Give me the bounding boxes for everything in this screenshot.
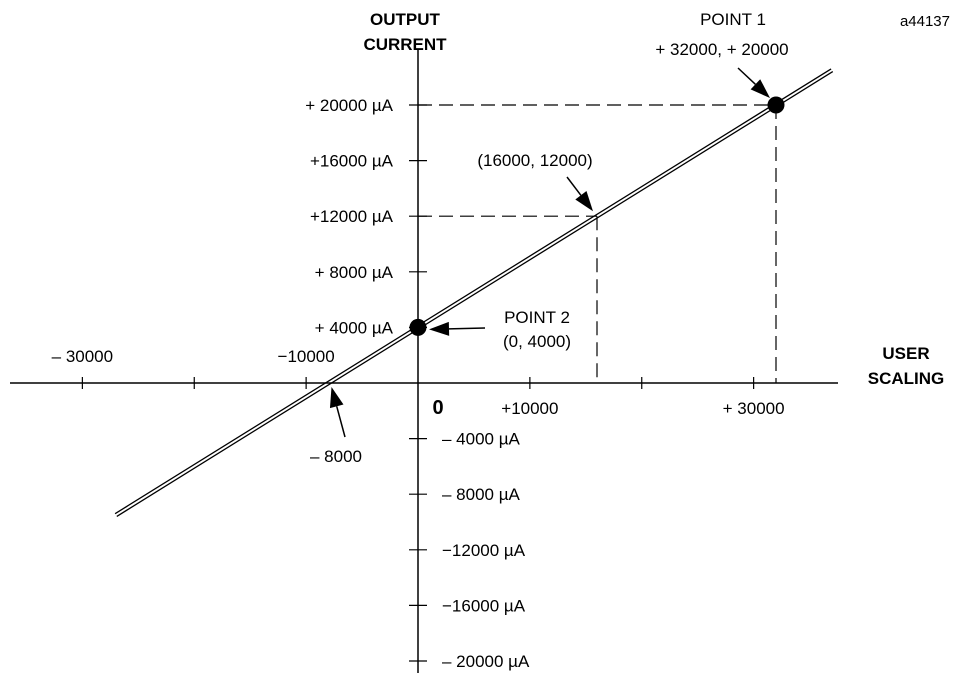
midpoint-arrow [566,176,593,212]
x-intercept-label: – 8000 [310,447,362,466]
arrow-shaft [737,67,756,85]
arrow-head [429,321,450,336]
y-tick-label: −12000 µA [442,541,526,560]
dashed-guides [418,104,777,383]
arrow-head [750,79,770,98]
y-tick-label: – 20000 µA [442,652,530,671]
svg-text:OUTPUT: OUTPUT [370,10,441,29]
svg-text:CURRENT: CURRENT [363,35,447,54]
series-line-lower [114,68,832,515]
point-2-coords: (0, 4000) [503,332,571,351]
arrow-shaft [335,406,346,438]
y-tick-label: + 4000 µA [315,318,394,337]
y-ticks: + 20000 µA +16000 µA +12000 µA + 8000 µA + 4… [305,96,530,671]
x-intercept-arrow [329,387,346,438]
x-tick-label: −10000 [278,347,335,366]
svg-text:USER: USER [882,344,929,363]
arrow-head [329,387,344,409]
svg-text:SCALING: SCALING [868,369,945,388]
arrow-shaft [566,176,582,196]
point-1-arrow [737,67,770,98]
origin-label: 0 [432,397,443,419]
y-tick-label: – 8000 µA [442,485,521,504]
x-tick-label: +10000 [501,399,558,418]
x-axis-title: USER SCALING [868,344,945,388]
x-tick-label: – 30000 [52,347,113,366]
y-tick-label: + 8000 µA [315,263,394,282]
y-tick-label: – 4000 µA [442,430,521,449]
point-1-title: POINT 1 [700,10,766,29]
point-annotations: POINT 1 + 32000, + 20000 POINT 2 (0, 4000) (… [310,10,789,466]
point-2-arrow [429,321,486,336]
y-tick-label: +12000 µA [310,207,394,226]
point-1-marker [767,96,785,114]
point-2-marker [409,318,427,336]
series-line-upper [116,71,834,517]
scaling-line [114,68,834,517]
arrow-head [575,191,593,212]
arrow-shaft [448,327,486,330]
y-tick-label: −16000 µA [442,596,526,615]
figure-code: a44137 [900,13,950,30]
x-tick-label: + 30000 [723,399,785,418]
point-1-coords: + 32000, + 20000 [655,40,788,59]
y-axis-title: OUTPUT CURRENT [363,10,447,54]
point-2-title: POINT 2 [504,308,570,327]
y-tick-label: +16000 µA [310,152,394,171]
y-tick-label: + 20000 µA [305,96,393,115]
midpoint-label: (16000, 12000) [477,151,592,170]
x-ticks: – 30000 −10000 +10000 + 30000 [52,347,785,418]
